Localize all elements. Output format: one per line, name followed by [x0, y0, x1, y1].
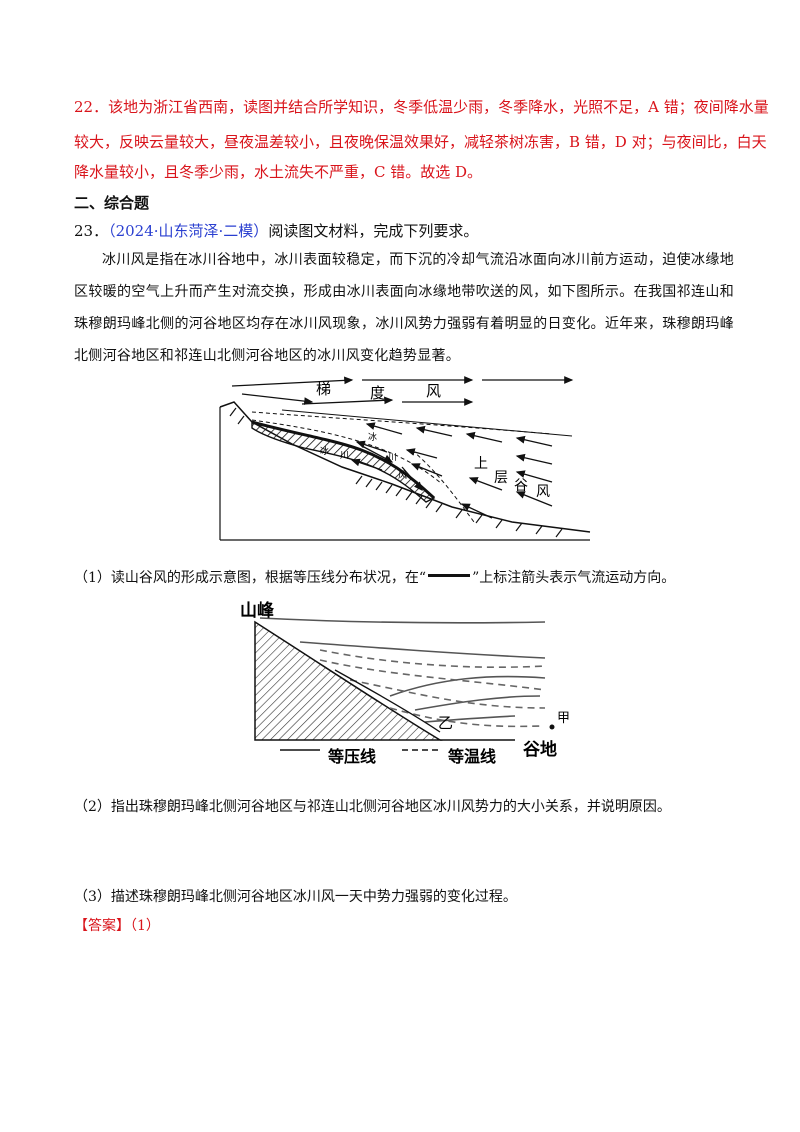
q23-source: （2024·山东菏泽·二模）: [108, 222, 269, 240]
q23-instruction: 阅读图文材料，完成下列要求。: [268, 222, 479, 240]
glacier-char1: 冰: [320, 445, 329, 457]
question1-prefix: （1）读山谷风的形成示意图，根据等压线分布状况，在“: [74, 570, 427, 586]
answer-part1: （1）: [130, 918, 160, 934]
glacier-wind-figure: 梯 度 风 冰 川 冰 川 风 上 层 谷 风: [219, 376, 591, 541]
isobar-label: 等压线: [327, 747, 376, 766]
answer-row: 【答案】（1）: [74, 916, 160, 936]
peak-label: 山峰: [240, 600, 275, 621]
answer22-line1: 22．该地为浙江省西南，读图并结合所学知识，冬季低温少雨，冬季降水，光照不足，A…: [74, 98, 769, 116]
gradient-wind-char1: 梯: [316, 380, 331, 398]
glacier-wind-char3: 风: [398, 470, 407, 481]
jia-label: 甲: [557, 711, 570, 726]
q23-header: 23．（2024·山东菏泽·二模）阅读图文材料，完成下列要求。: [74, 221, 478, 241]
upper-valley-wind-char3: 谷: [514, 478, 528, 494]
q23-material: 冰川风是指在冰川谷地中，冰川表面较稳定，而下沉的冷却气流沿冰面向冰川前方运动，迫…: [74, 244, 734, 372]
glacier-wind-char1: 冰: [368, 431, 377, 443]
q23-material-text: 冰川风是指在冰川谷地中，冰川表面较稳定，而下沉的冷却气流沿冰面向冰川前方运动，迫…: [74, 252, 734, 364]
question2: （2）指出珠穆朗玛峰北侧河谷地区与祁连山北侧河谷地区冰川风势力的大小关系，并说明…: [74, 799, 671, 815]
answer22-line3: 降水量较小，且冬季少雨，水土流失不严重，C 错。故选 D。: [74, 163, 483, 181]
upper-valley-wind-char4: 风: [536, 484, 550, 500]
answer-blank: [428, 573, 471, 577]
q23-number: 23．: [74, 222, 109, 240]
yi-label: 乙: [438, 714, 453, 732]
question3: （3）描述珠穆朗玛峰北侧河谷地区冰川风一天中势力强弱的变化过程。: [74, 889, 517, 905]
gradient-wind-char2: 度: [370, 384, 385, 402]
section-title: 二、综合题: [74, 194, 150, 212]
question1: （1）读山谷风的形成示意图，根据等压线分布状况，在“ ”上标注箭头表示气流运动方向…: [74, 568, 675, 588]
isotherm-label: 等温线: [447, 747, 496, 766]
answer22-line2: 较大，反映云量较大，昼夜温差较小，且夜晚保温效果好，减轻茶树冻害，B 错，D 对…: [74, 133, 767, 151]
valley-label: 谷地: [523, 739, 557, 760]
glacier-wind-char2: 川: [388, 453, 397, 463]
question1-suffix: ”上标注箭头表示气流运动方向。: [472, 570, 676, 586]
upper-valley-wind-char1: 上: [474, 456, 488, 472]
glacier-char2: 川: [340, 451, 349, 461]
answer-label: 【答案】: [74, 918, 130, 934]
valley-wind-figure: 山峰 乙 甲 谷地 等压线 等温线: [240, 600, 570, 766]
upper-valley-wind-char2: 层: [494, 470, 508, 486]
gradient-wind-char3: 风: [426, 382, 441, 400]
